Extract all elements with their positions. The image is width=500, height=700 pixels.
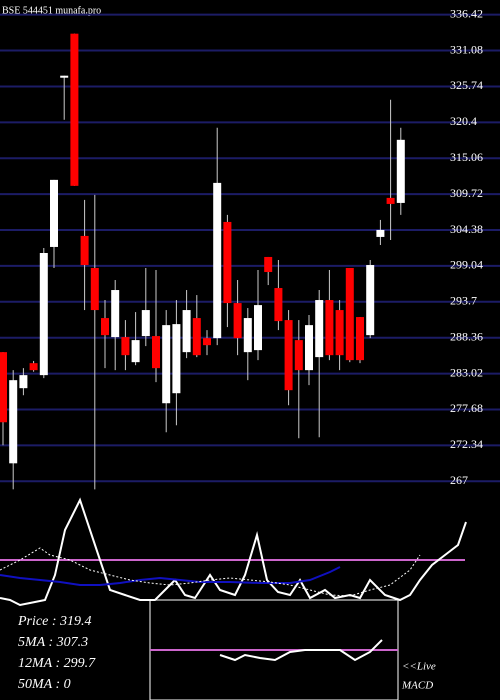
readout-price: Price : 319.4 <box>17 614 91 629</box>
candle-body <box>203 338 211 346</box>
y-tick-label: 315.06 <box>450 150 483 164</box>
candle-body <box>345 267 354 361</box>
y-tick-label: 277.68 <box>450 401 483 415</box>
candle-body <box>131 340 140 363</box>
candle-body <box>80 235 89 266</box>
candle-body <box>19 375 28 389</box>
candle-body <box>192 318 201 356</box>
y-tick-label: 283.02 <box>450 365 483 379</box>
candle-body <box>182 310 191 353</box>
candle-body <box>121 337 130 356</box>
candle-body <box>152 336 160 369</box>
candle-body <box>376 229 385 237</box>
candle-body <box>243 318 252 353</box>
candle-body <box>335 310 344 356</box>
indicator-line <box>0 566 341 586</box>
y-tick-label: 320.4 <box>450 114 477 128</box>
candle-body <box>366 265 375 336</box>
candle-body <box>264 256 273 273</box>
y-tick-label: 288.36 <box>450 329 483 343</box>
candle-body <box>60 75 69 78</box>
candle-body <box>356 317 364 361</box>
candle-body <box>39 252 48 376</box>
chart-title: BSE 544451 munafa.pro <box>2 5 101 16</box>
candle-body <box>315 300 324 358</box>
candle-body <box>29 363 38 371</box>
y-tick-label: 309.72 <box>450 186 483 200</box>
candle-body <box>223 221 232 304</box>
candle-body <box>50 179 58 247</box>
y-tick-label: 331.08 <box>450 42 483 56</box>
candle-body <box>274 288 283 322</box>
candle-body <box>0 352 7 423</box>
candle-body <box>70 33 79 186</box>
y-tick-label: 272.34 <box>450 437 483 451</box>
indicator-line <box>0 497 467 607</box>
candle-body <box>325 300 334 356</box>
candle-body <box>101 318 109 336</box>
candle-body <box>90 267 99 311</box>
y-tick-label: 325.74 <box>450 78 483 92</box>
candle-body <box>172 324 181 394</box>
candle-body <box>213 182 222 339</box>
candle-body <box>284 320 293 391</box>
candle-body <box>294 340 303 371</box>
candle-body <box>386 197 395 204</box>
candle-body <box>162 325 171 404</box>
candle-body <box>305 325 313 371</box>
indicator-line <box>219 639 383 662</box>
readout-5ma: 5MA : 307.3 <box>18 635 88 650</box>
candle-body <box>233 303 242 339</box>
y-tick-label: 304.38 <box>450 222 483 236</box>
candle-body <box>254 305 262 351</box>
candle-body <box>9 380 18 464</box>
candle-body <box>111 290 120 338</box>
y-tick-label: 293.7 <box>450 294 477 308</box>
candle-body <box>396 139 405 203</box>
y-tick-label: 267 <box>450 473 468 487</box>
candle-body <box>141 310 150 337</box>
y-tick-label: 299.04 <box>450 258 483 272</box>
live-label: <<Live <box>402 661 436 673</box>
y-tick-label: 336.42 <box>450 6 483 20</box>
readout-50ma: 50MA : 0 <box>18 677 71 692</box>
macd-label: MACD <box>401 680 433 692</box>
indicator-line <box>0 547 421 597</box>
readout-12ma: 12MA : 299.7 <box>18 656 96 671</box>
